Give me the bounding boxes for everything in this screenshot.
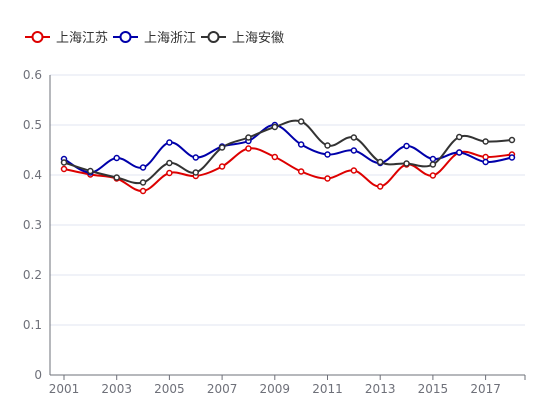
data-point[interactable]	[87, 167, 94, 175]
series-line	[63, 119, 513, 185]
data-point[interactable]	[113, 174, 120, 181]
x-tick-label: 2001	[49, 382, 80, 396]
series-points	[60, 118, 516, 195]
data-point[interactable]	[271, 153, 279, 161]
data-point[interactable]	[271, 123, 279, 131]
data-point[interactable]	[113, 154, 120, 162]
series-lines	[63, 119, 513, 193]
x-tick-label: 2017	[470, 382, 501, 396]
data-point[interactable]	[456, 149, 463, 156]
data-point[interactable]	[429, 172, 437, 179]
x-tick-label: 2011	[312, 382, 343, 396]
series-line	[63, 147, 513, 193]
data-point[interactable]	[192, 169, 199, 176]
y-tick-label: 0.6	[23, 68, 42, 82]
data-point[interactable]	[60, 159, 68, 166]
data-point[interactable]	[482, 158, 489, 166]
legend[interactable]: 上海江苏 上海浙江 上海安徽	[25, 30, 284, 46]
x-tick-label: 2013	[365, 382, 396, 396]
x-tick-label: 2007	[207, 382, 238, 396]
data-point[interactable]	[245, 134, 252, 141]
data-point[interactable]	[324, 175, 331, 182]
data-point[interactable]	[245, 145, 252, 152]
legend-label: 上海江苏	[56, 30, 108, 46]
x-tick-label: 2009	[260, 382, 291, 396]
legend-marker	[31, 31, 44, 43]
data-point[interactable]	[218, 163, 226, 170]
data-point[interactable]	[192, 154, 199, 161]
legend-item[interactable]: 上海浙江	[113, 31, 196, 46]
legend-marker	[207, 31, 220, 43]
data-point[interactable]	[166, 159, 173, 167]
y-tick-label: 0.5	[23, 118, 42, 132]
data-point[interactable]	[376, 158, 384, 166]
data-point[interactable]	[508, 136, 516, 144]
x-tick-label: 2015	[418, 382, 449, 396]
data-point[interactable]	[456, 133, 463, 141]
legend-item[interactable]: 上海江苏	[25, 30, 108, 46]
legend-item[interactable]: 上海安徽	[201, 31, 284, 46]
data-point[interactable]	[403, 142, 410, 150]
legend-label: 上海浙江	[144, 31, 196, 46]
data-point[interactable]	[376, 183, 384, 190]
data-point[interactable]	[350, 167, 358, 174]
data-point[interactable]	[297, 118, 305, 125]
y-tick-label: 0.1	[23, 318, 42, 332]
data-point[interactable]	[297, 141, 305, 148]
data-point[interactable]	[166, 139, 173, 146]
data-point[interactable]	[139, 187, 147, 195]
y-tick-label: 0	[34, 368, 42, 382]
y-tick-label: 0.3	[23, 218, 42, 232]
data-point[interactable]	[403, 160, 410, 167]
axes: 0 0.1 0.2 0.3 0.4 0.5 0.6 2001 2003 2005 2007 2009 2…	[23, 68, 526, 396]
data-point[interactable]	[429, 161, 437, 168]
data-point[interactable]	[350, 134, 358, 141]
data-point[interactable]	[482, 138, 489, 145]
data-point[interactable]	[297, 168, 305, 175]
data-point[interactable]	[350, 147, 358, 154]
legend-label: 上海安徽	[232, 31, 284, 46]
data-point[interactable]	[139, 164, 147, 171]
data-point[interactable]	[139, 179, 147, 186]
legend-marker	[119, 31, 132, 43]
grid-lines	[50, 74, 525, 326]
data-point[interactable]	[324, 151, 331, 158]
data-point[interactable]	[324, 142, 331, 149]
x-tick-label: 2005	[154, 382, 185, 396]
data-point[interactable]	[218, 144, 226, 151]
data-point[interactable]	[508, 154, 516, 161]
y-tick-label: 0.4	[23, 168, 42, 182]
y-tick-label: 0.2	[23, 268, 42, 282]
data-point[interactable]	[429, 155, 437, 163]
x-tick-label: 2003	[101, 382, 132, 396]
data-point[interactable]	[166, 169, 173, 177]
data-point[interactable]	[60, 165, 68, 173]
